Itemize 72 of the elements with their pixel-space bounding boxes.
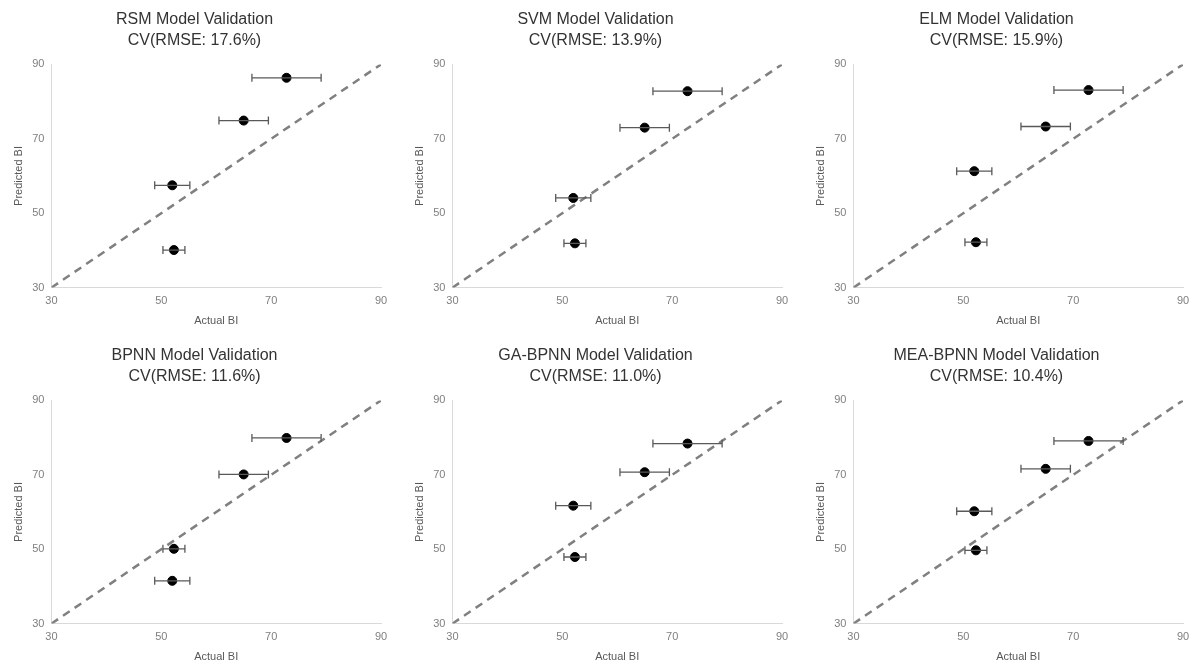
y-tick-label: 50 (32, 542, 45, 555)
y-tick-label: 70 (834, 467, 847, 480)
chart-title: RSM Model Validation (115, 10, 274, 28)
chart-title: SVM Model Validation (517, 10, 674, 28)
x-tick-label: 90 (775, 630, 789, 643)
y-axis-title: Predicted BI (813, 482, 826, 542)
y-tick-label: 30 (834, 616, 847, 629)
y-axis-title: Predicted BI (11, 482, 24, 542)
chart-subtitle: CV(RMSE: 11.0%) (529, 367, 662, 385)
x-tick-label: 90 (1176, 294, 1190, 307)
x-tick-label: 70 (666, 294, 679, 307)
y-axis-title: Predicted BI (412, 482, 425, 542)
y-tick-label: 50 (433, 206, 446, 219)
y-tick-label: 50 (834, 206, 847, 219)
y-tick-label: 90 (834, 57, 847, 70)
y-tick-label: 90 (32, 393, 45, 406)
chart-subtitle: CV(RMSE: 11.6%) (128, 367, 261, 385)
y-axis-title: Predicted BI (813, 146, 826, 206)
x-axis-title: Actual BI (194, 314, 239, 327)
chart-title: GA-BPNN Model Validation (498, 346, 693, 364)
y-tick-label: 30 (433, 616, 446, 629)
y-tick-label: 90 (433, 57, 446, 70)
x-tick-label: 50 (155, 294, 168, 307)
x-tick-label: 30 (847, 630, 860, 643)
chart-title: MEA-BPNN Model Validation (893, 346, 1100, 364)
x-tick-label: 90 (775, 294, 789, 307)
y-tick-label: 90 (32, 57, 45, 70)
x-tick-label: 90 (1176, 630, 1190, 643)
x-tick-label: 30 (847, 294, 860, 307)
x-axis-title: Actual BI (996, 650, 1041, 663)
x-tick-label: 90 (374, 630, 388, 643)
x-tick-label: 30 (45, 630, 58, 643)
y-tick-label: 30 (433, 280, 446, 293)
x-tick-label: 50 (556, 630, 569, 643)
y-tick-label: 70 (433, 467, 446, 480)
x-tick-label: 70 (265, 294, 278, 307)
x-tick-label: 70 (1067, 294, 1080, 307)
y-axis-title: Predicted BI (412, 146, 425, 206)
y-tick-label: 90 (433, 393, 446, 406)
x-axis-title: Actual BI (595, 650, 640, 663)
x-tick-label: 30 (446, 294, 459, 307)
x-tick-label: 50 (957, 630, 970, 643)
y-tick-label: 70 (433, 131, 446, 144)
x-tick-label: 70 (1067, 630, 1080, 643)
x-axis-title: Actual BI (996, 314, 1041, 327)
y-tick-label: 90 (834, 393, 847, 406)
x-tick-label: 30 (446, 630, 459, 643)
x-axis-title: Actual BI (194, 650, 239, 663)
x-tick-label: 50 (957, 294, 970, 307)
chart-subtitle: CV(RMSE: 17.6%) (127, 31, 262, 49)
y-tick-label: 70 (32, 131, 45, 144)
x-tick-label: 70 (666, 630, 679, 643)
chart-title: ELM Model Validation (919, 10, 1074, 28)
chart-subtitle: CV(RMSE: 15.9%) (929, 31, 1064, 49)
y-tick-label: 70 (32, 467, 45, 480)
x-tick-label: 50 (155, 630, 168, 643)
x-tick-label: 50 (556, 294, 569, 307)
chart-title: BPNN Model Validation (111, 346, 278, 364)
y-tick-label: 50 (433, 542, 446, 555)
chart-subtitle: CV(RMSE: 10.4%) (929, 367, 1064, 385)
x-tick-label: 90 (374, 294, 388, 307)
x-tick-label: 70 (265, 630, 278, 643)
x-axis-title: Actual BI (595, 314, 640, 327)
y-tick-label: 70 (834, 131, 847, 144)
y-tick-label: 30 (834, 280, 847, 293)
y-tick-label: 50 (32, 206, 45, 219)
y-tick-label: 30 (32, 616, 45, 629)
chart-subtitle: CV(RMSE: 13.9%) (528, 31, 663, 49)
x-tick-label: 30 (45, 294, 58, 307)
y-axis-title: Predicted BI (11, 146, 24, 206)
y-tick-label: 30 (32, 280, 45, 293)
y-tick-label: 50 (834, 542, 847, 555)
